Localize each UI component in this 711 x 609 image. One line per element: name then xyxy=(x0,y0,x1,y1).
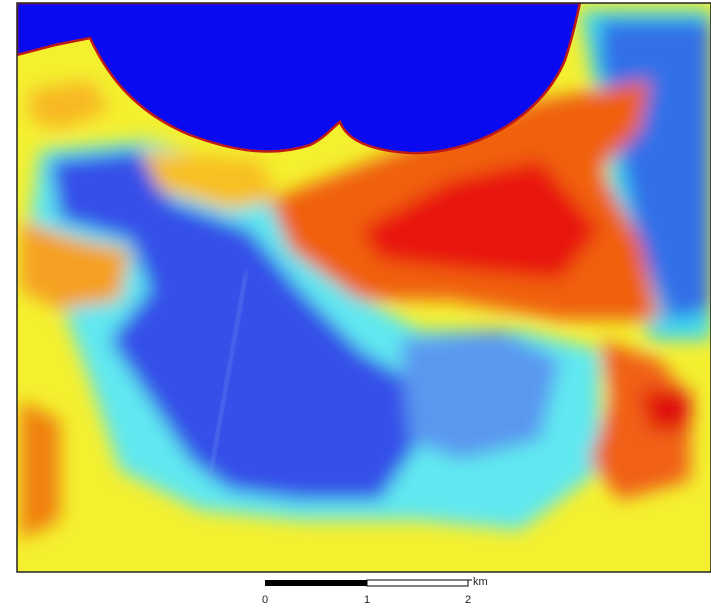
scale-segment xyxy=(265,580,367,586)
scale-label: 0 xyxy=(262,594,268,606)
scale-unit: km xyxy=(473,576,488,588)
scale-segment xyxy=(367,580,468,586)
scale-bar: 0 1 2 km xyxy=(262,576,488,606)
map-figure: 0 1 2 km xyxy=(0,0,711,609)
temperature-map xyxy=(17,3,711,572)
scale-label: 1 xyxy=(364,594,370,606)
scale-label: 2 xyxy=(465,594,471,606)
